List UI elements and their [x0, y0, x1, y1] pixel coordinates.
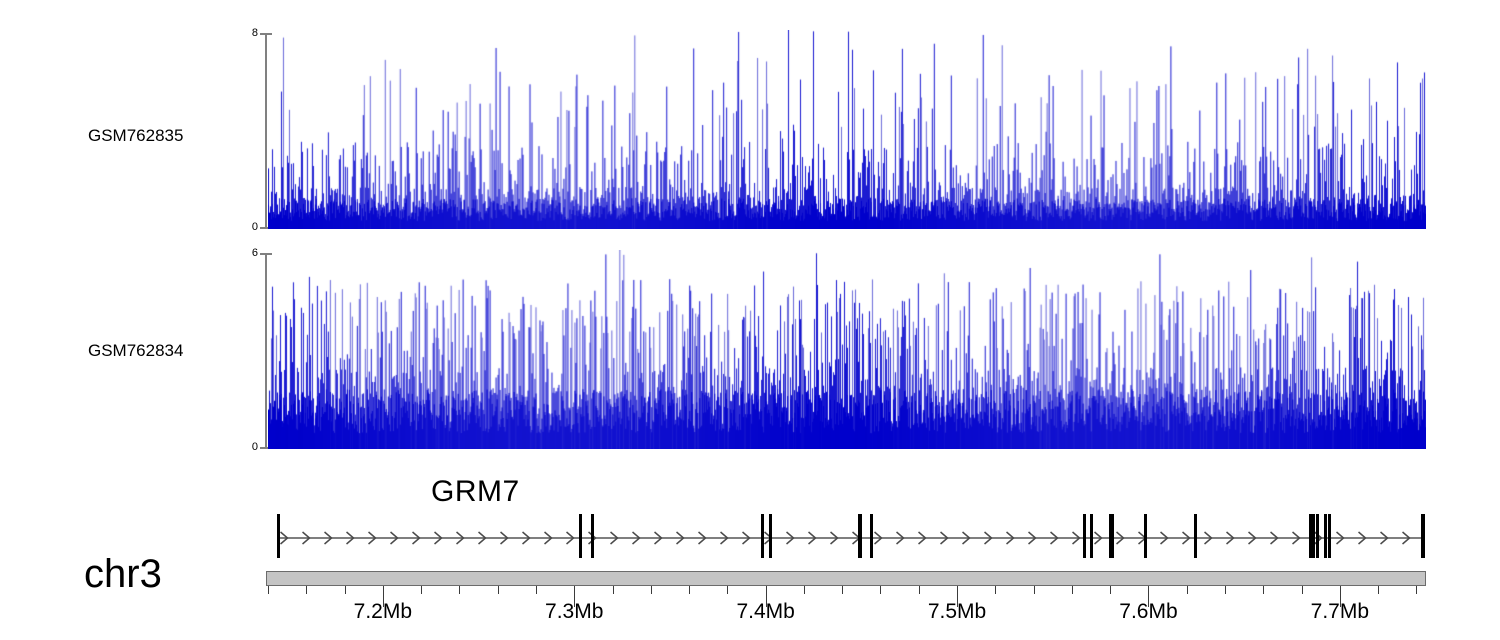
- gene-exon[interactable]: [590, 514, 594, 558]
- ruler-minor-tick: [459, 586, 460, 594]
- y-axis-min-gsm762834: 0: [251, 441, 258, 453]
- ruler-minor-tick: [268, 586, 269, 594]
- track-label-gsm762835: GSM762835: [88, 126, 184, 145]
- ruler-minor-tick: [1302, 586, 1303, 594]
- ruler-minor-tick: [1263, 586, 1264, 594]
- gene-exon[interactable]: [1090, 514, 1094, 558]
- ruler-tick-label: 7.5Mb: [927, 600, 987, 623]
- ruler-minor-tick: [345, 586, 346, 594]
- ruler-minor-tick: [421, 586, 422, 594]
- ruler-minor-tick: [919, 586, 920, 594]
- ruler-minor-tick: [1416, 586, 1417, 594]
- ruler-major-tick: [574, 586, 575, 607]
- ruler-minor-tick: [1187, 586, 1188, 594]
- ruler-major-tick: [1148, 586, 1149, 607]
- chromosome-label: chr3: [84, 552, 162, 596]
- ruler-minor-tick: [1378, 586, 1379, 594]
- gene-exon[interactable]: [277, 514, 281, 558]
- coverage-plot-gsm762835[interactable]: [268, 30, 1426, 229]
- gene-exon[interactable]: [579, 514, 583, 558]
- y-axis-line-gsm762834: [265, 253, 267, 449]
- gene-exon[interactable]: [870, 514, 874, 558]
- ruler-tick-label: 7.4Mb: [736, 600, 795, 623]
- ruler-minor-tick: [842, 586, 843, 594]
- y-axis-max-gsm762834: 6: [251, 247, 258, 259]
- ruler-major-tick: [957, 586, 958, 607]
- ruler-minor-tick: [1225, 586, 1226, 594]
- ruler-major-tick: [766, 586, 767, 607]
- y-axis-max-gsm762835: 8: [251, 27, 258, 39]
- y-axis-bottom-cap-gsm762834: [260, 447, 272, 449]
- ruler-minor-tick: [804, 586, 805, 594]
- y-axis-line-gsm762835: [265, 33, 267, 229]
- ruler-minor-tick: [995, 586, 996, 594]
- ruler-minor-tick: [689, 586, 690, 594]
- y-axis-bottom-cap-gsm762835: [260, 227, 272, 229]
- ruler-minor-tick: [613, 586, 614, 594]
- y-axis-min-gsm762835: 0: [251, 221, 258, 233]
- ruler-minor-tick: [536, 586, 537, 594]
- ruler-minor-tick: [880, 586, 881, 594]
- ruler-minor-tick: [1034, 586, 1035, 594]
- gene-exon[interactable]: [1108, 514, 1114, 558]
- ruler-tick-label: 7.3Mb: [545, 600, 604, 623]
- track-label-gsm762834: GSM762834: [88, 341, 184, 360]
- ruler-minor-tick: [1110, 586, 1111, 594]
- gene-exon[interactable]: [1327, 514, 1331, 558]
- ruler-tick-label: 7.7Mb: [1310, 600, 1370, 623]
- gene-exon[interactable]: [1144, 514, 1148, 558]
- gene-exon[interactable]: [1324, 514, 1327, 558]
- ruler-minor-tick: [1072, 586, 1073, 594]
- gene-exon[interactable]: [1082, 514, 1086, 558]
- ruler-major-tick: [1340, 586, 1341, 607]
- ruler-minor-tick: [651, 586, 652, 594]
- ruler-tick-label: 7.6Mb: [1119, 600, 1178, 623]
- gene-exon[interactable]: [858, 514, 863, 558]
- gene-exon[interactable]: [1309, 514, 1316, 558]
- gene-label-grm7[interactable]: GRM7: [431, 475, 520, 508]
- ruler-minor-tick: [727, 586, 728, 594]
- ideogram-bar[interactable]: [266, 571, 1426, 586]
- gene-exon[interactable]: [761, 514, 765, 558]
- ruler-minor-tick: [498, 586, 499, 594]
- ruler-major-tick: [383, 586, 384, 607]
- ruler-minor-tick: [306, 586, 307, 594]
- gene-strand-arrow-right-icon: [260, 508, 1440, 556]
- coverage-plot-gsm762834[interactable]: [268, 250, 1426, 449]
- gene-exon[interactable]: [1193, 514, 1197, 558]
- ruler-tick-label: 7.2Mb: [353, 600, 413, 623]
- gene-exon[interactable]: [1421, 514, 1426, 558]
- gene-exon[interactable]: [1316, 514, 1320, 558]
- gene-exon[interactable]: [768, 514, 772, 558]
